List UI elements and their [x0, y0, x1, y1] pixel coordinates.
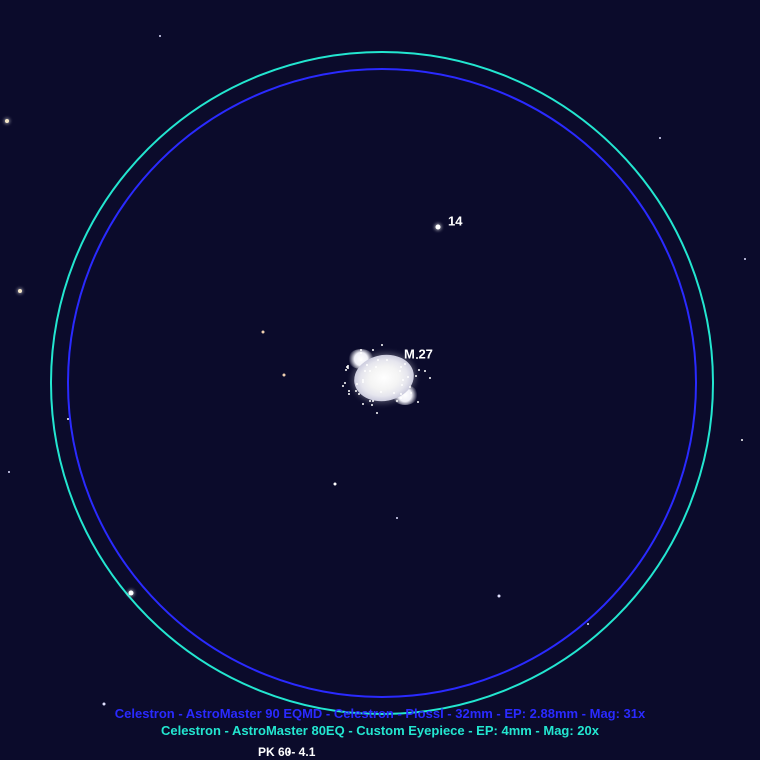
nebula-speck [366, 364, 368, 366]
nebula-speck [360, 352, 362, 354]
pk-label: PK 60- 4.1 [258, 745, 315, 759]
nebula-speck [360, 349, 362, 351]
nebula-speck [407, 376, 409, 378]
nebula-speck [369, 370, 371, 372]
star [262, 331, 265, 334]
nebula-speck [355, 390, 357, 392]
nebula-speck [418, 369, 420, 371]
star [129, 591, 134, 596]
nebula-speck [348, 390, 350, 392]
nebula-m27 [354, 355, 414, 401]
star [659, 137, 661, 139]
star [67, 418, 69, 420]
star [18, 289, 22, 293]
caption-line-1: Celestron - AstroMaster 90 EQMD - Celest… [0, 706, 760, 721]
star [396, 517, 398, 519]
nebula-speck [372, 400, 374, 402]
caption-line-2: Celestron - AstroMaster 80EQ - Custom Ey… [0, 723, 760, 738]
star [5, 119, 9, 123]
nebula-speck [358, 393, 360, 395]
nebula-speck [348, 393, 350, 395]
nebula-speck [386, 359, 388, 361]
nebula-speck [344, 382, 346, 384]
star [498, 595, 501, 598]
nebula-speck [410, 392, 412, 394]
star-14 [436, 225, 441, 230]
star [741, 439, 743, 441]
star [159, 35, 161, 37]
sky-view: 14 M 27 PK 60- 4.1 Celestron - AstroMast… [0, 0, 760, 760]
nebula-speck [409, 386, 411, 388]
nebula-speck [393, 392, 395, 394]
star [8, 471, 10, 473]
nebula-label: M 27 [404, 347, 433, 362]
star [334, 483, 337, 486]
nebula-speck [399, 370, 401, 372]
star [587, 623, 589, 625]
nebula-speck [372, 349, 374, 351]
star [744, 258, 746, 260]
star-14-label: 14 [448, 214, 462, 229]
nebula-speck [429, 377, 431, 379]
star [283, 374, 286, 377]
nebula-speck [417, 401, 419, 403]
